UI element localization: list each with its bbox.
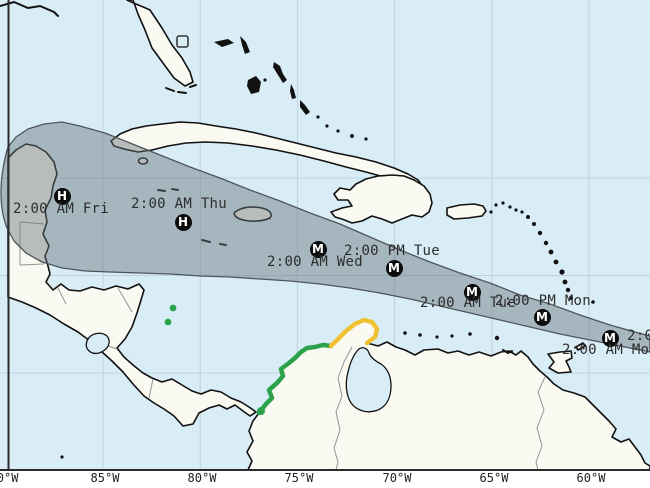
map-frame [0,0,650,471]
cuba [110,121,422,187]
forecast-cone [0,121,650,353]
forecast-point-label: 2:00 AM Mon [562,342,650,358]
forecast-point-label: 2:00 PM Tue [344,243,441,259]
country-borders [19,221,546,471]
forecast-point-label: 2:00 AM Fri [13,201,110,217]
longitude-tick-label: 60°W [576,471,606,485]
forecast-point-label: 2:00 PM Mon [495,293,592,309]
lakes [85,35,392,413]
forecast-point-label-clipped: 2:0 [627,328,650,344]
puerto-rico [446,203,487,220]
longitude-tick-label: 85°W [90,471,120,485]
forecast-point-marker: M [309,240,327,258]
hispaniola [330,174,433,224]
forecast-point-marker: M [533,308,551,326]
florida [126,0,194,87]
longitude-tick-label: 70°W [382,471,412,485]
watch-segment-green [256,342,334,416]
trinidad [547,350,573,374]
coastal-alert-highlights [164,304,380,416]
small-islands [60,36,595,459]
central-america [7,143,257,427]
lake-okeechobee [176,35,189,48]
forecast-point-marker: M [601,329,619,347]
forecast-point-label: 2:00 AM Tue [420,295,517,311]
jamaica [233,206,272,222]
forecast-point-marker: M [463,283,481,301]
longitude-tick-label: 65°W [479,471,509,485]
forecast-point-label: 2:00 AM Thu [131,196,228,212]
tobago [575,342,586,351]
isla-juventud [137,157,149,165]
lake-maracaibo [345,347,392,413]
longitude-tick-label: 90°W [0,471,19,485]
lake-nicaragua [85,332,110,355]
forecast-point-marker: M [385,259,403,277]
longitude-tick-label: 80°W [187,471,217,485]
longitude-tick-label: 75°W [284,471,314,485]
watch-island-dot [164,318,172,326]
watch-island-dot [169,304,177,312]
forecast-point-label: 2:00 AM Wed [267,254,364,270]
forecast-point-marker: H [174,213,192,231]
coast-fragments [0,0,513,355]
forecast-point-marker: H [53,187,71,205]
landmasses [7,0,650,471]
watch-segment-yellow [328,317,380,349]
